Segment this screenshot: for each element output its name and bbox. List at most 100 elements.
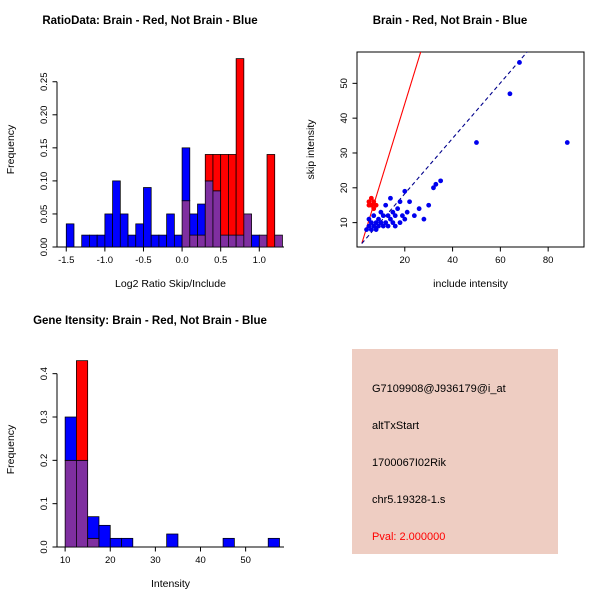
hist-bar [189,213,198,236]
hist-bar-overlap [228,234,237,248]
hist-bar-overlap [197,234,206,248]
hist-bar [76,360,89,461]
chromosome-location-text: chr5.19328-1.s [372,494,446,506]
hist-bar [197,203,206,236]
data-point [383,220,389,226]
data-point [433,181,439,187]
hist-bar [204,154,214,182]
plot-box [356,51,585,248]
x-tick-label: -1.5 [58,255,74,266]
x-tick-label: 40 [195,555,206,566]
x-axis-label: include intensity [433,278,508,290]
x-tick-label: 0.5 [214,255,227,266]
data-point [368,195,374,201]
y-tick-label: 0.3 [39,410,50,423]
hist-bar-overlap [243,213,252,248]
data-point [400,213,405,219]
data-point [404,209,410,215]
data-point [373,220,379,226]
y-tick-label: 0.15 [39,139,50,158]
hist-bar [267,537,280,548]
y-tick-label: 20 [339,183,350,194]
data-point [385,223,391,229]
gene-symbol-text: 1700067I02Rik [372,457,447,469]
hist-bar [212,154,222,192]
hist-bar [143,187,152,248]
data-point [402,216,408,222]
pval-text: Pval: 2.000000 [372,531,446,543]
hist-bar [251,234,260,248]
hist-bar [104,213,113,248]
data-point [378,220,384,226]
hist-bar-overlap [220,234,229,248]
data-point [517,60,522,65]
hist-bar [266,154,276,248]
data-point [395,206,401,212]
data-point [368,220,374,226]
data-point [564,140,570,145]
data-point [371,206,377,212]
data-point [385,213,391,219]
not-brain-fit-line [361,52,528,244]
hist-bar-overlap [258,234,268,248]
x-tick-label: 20 [105,555,116,566]
x-tick-label: 40 [447,255,458,266]
data-point [371,199,377,205]
y-tick-label: 0.4 [39,367,50,380]
hist-bar-overlap [76,459,89,548]
data-point [397,199,403,205]
chart-title: Brain - Red, Not Brain - Blue [373,15,528,27]
x-tick-label: 20 [400,255,411,266]
y-tick-label: 10 [339,217,350,228]
hist-bar [98,524,111,548]
hist-bar-overlap [64,459,77,548]
hist-bar-overlap [235,234,245,248]
y-tick-label: 0.00 [39,238,50,257]
alt-event-type-text: altTxStart [372,420,420,432]
hist-bar [121,537,134,548]
data-point [392,223,398,229]
y-tick-label: 0.25 [39,72,50,91]
data-point [390,209,396,215]
data-point [366,223,372,229]
data-point [402,188,408,194]
data-point [407,199,412,205]
data-point [426,202,432,208]
hist-bar [220,154,229,236]
data-point [474,140,479,145]
x-tick-label: -1.0 [97,255,113,266]
hist-bar [81,234,90,248]
data-point [380,213,386,219]
data-point [366,216,372,222]
hist-bar [96,234,106,248]
hist-bar-overlap [274,234,283,248]
data-point [368,202,374,208]
x-tick-label: 1.0 [253,255,266,266]
x-tick-label: -0.5 [135,255,151,266]
x-tick-label: 50 [240,555,251,566]
y-tick-label: 40 [339,113,350,124]
x-tick-label: 10 [60,555,71,566]
y-tick-label: 0.2 [39,454,50,467]
ratio-histogram-panel: RatioData: Brain - Red, Not Brain - Blue… [0,0,300,300]
x-tick-label: 30 [150,555,161,566]
chart-title: RatioData: Brain - Red, Not Brain - Blue [42,15,257,27]
y-tick-label: 0.1 [39,497,50,510]
y-tick-label: 0.20 [39,106,50,125]
hist-bar [158,234,168,248]
y-tick-label: 0.10 [39,172,50,191]
y-tick-label: 50 [339,78,350,89]
x-axis-label: Log2 Ratio Skip/Include [115,278,226,290]
hist-bar-overlap [189,234,198,248]
data-point [371,213,377,219]
hist-bar [173,234,183,248]
chart-title: Gene Itensity: Brain - Red, Not Brain - … [33,315,267,327]
data-point [507,91,513,97]
data-point [411,213,417,219]
data-point [397,220,403,226]
hist-bar-overlap [181,200,191,248]
hist-bar [135,223,144,248]
hist-bar [65,223,75,248]
intensity-scatter-panel: Brain - Red, Not Brain - Blue include int… [300,0,600,300]
